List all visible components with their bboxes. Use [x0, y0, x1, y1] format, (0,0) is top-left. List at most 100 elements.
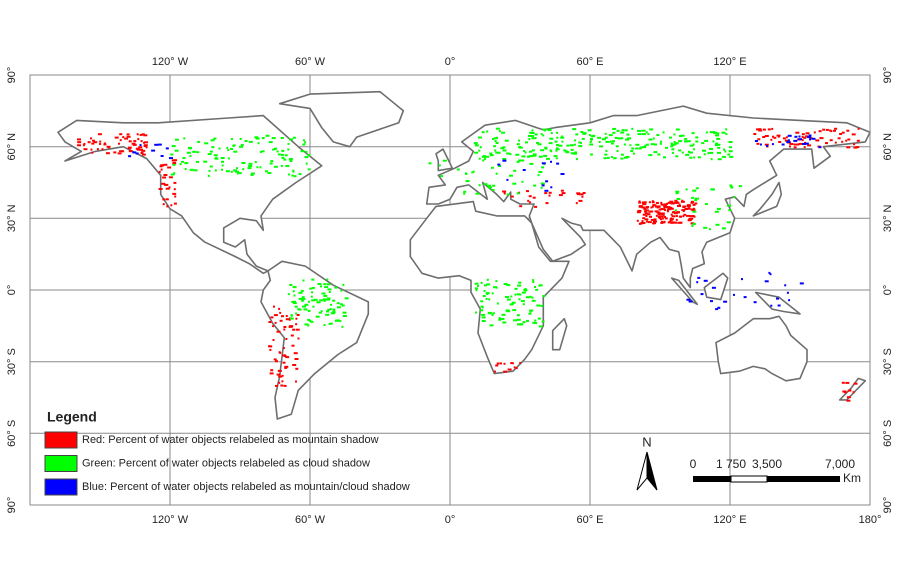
pixel	[494, 140, 497, 142]
pixel	[311, 286, 315, 289]
pixel	[326, 283, 331, 286]
pixel	[119, 139, 122, 142]
pixel	[324, 286, 329, 289]
pixel	[799, 282, 804, 285]
pixel	[173, 188, 176, 191]
pixel	[213, 154, 218, 157]
pixel	[138, 146, 143, 149]
pixel	[642, 206, 646, 209]
pixel	[472, 170, 475, 173]
pixel	[544, 146, 548, 149]
pixel	[716, 137, 721, 140]
pixel	[616, 129, 620, 132]
pixel	[675, 192, 679, 195]
pixel	[259, 166, 262, 169]
pixel	[293, 300, 296, 303]
pixel	[307, 318, 311, 321]
pixel	[238, 172, 242, 175]
pixel	[658, 217, 661, 220]
pixel	[305, 162, 308, 165]
pixel	[503, 192, 506, 195]
pixel	[841, 131, 845, 134]
pixel	[671, 151, 674, 154]
pixel	[652, 137, 655, 140]
pixel	[128, 140, 132, 143]
pixel	[708, 228, 711, 231]
pixel	[498, 165, 501, 167]
pixel	[301, 296, 305, 299]
pixel	[646, 220, 648, 223]
pixel	[275, 384, 278, 387]
pixel	[493, 286, 497, 289]
pixel	[512, 182, 517, 185]
pixel	[624, 129, 628, 132]
pixel	[97, 133, 102, 136]
pixel	[675, 221, 678, 224]
pixel	[537, 174, 540, 177]
pixel	[127, 146, 132, 149]
pixel	[661, 217, 664, 220]
pixel	[239, 145, 244, 148]
pixel	[614, 136, 618, 139]
pixel	[276, 150, 279, 153]
pixel	[578, 141, 581, 144]
pixel	[542, 295, 546, 297]
pixel	[541, 166, 545, 169]
pixel	[285, 338, 288, 340]
landmass	[754, 291, 801, 315]
pixel	[786, 291, 789, 294]
pixel	[122, 136, 125, 139]
pixel	[157, 143, 162, 146]
pixel	[521, 155, 526, 158]
landmass	[260, 260, 370, 420]
pixel	[528, 312, 532, 315]
pixel	[714, 144, 718, 147]
pixel	[230, 170, 233, 173]
pixel	[833, 129, 836, 132]
pixel	[650, 143, 655, 146]
pixel	[486, 283, 491, 286]
pixel	[641, 129, 646, 132]
pixel	[221, 168, 223, 171]
pixel	[516, 293, 520, 296]
pixel	[793, 146, 797, 149]
pixel	[724, 150, 727, 153]
pixel	[221, 160, 224, 163]
pixel	[522, 303, 525, 306]
pixel	[290, 325, 293, 328]
pixel	[218, 147, 221, 150]
pixel	[209, 150, 213, 153]
pixel	[515, 153, 520, 156]
pixel	[789, 145, 791, 148]
pixel	[540, 182, 545, 185]
pixel	[474, 282, 479, 285]
pixel	[758, 128, 762, 131]
pixel	[247, 167, 252, 170]
pixel	[87, 141, 91, 144]
pixel	[295, 328, 300, 331]
pixel	[575, 133, 579, 136]
scale-label: 0	[690, 457, 697, 471]
pixel	[794, 135, 798, 138]
pixel	[717, 146, 721, 149]
pixel	[819, 137, 824, 140]
pixel	[283, 158, 287, 161]
pixel	[137, 138, 140, 141]
pixel	[103, 143, 107, 146]
pixel	[822, 128, 826, 131]
pixel	[160, 168, 163, 171]
pixel	[506, 178, 509, 181]
pixel	[545, 202, 549, 205]
pixel	[787, 139, 790, 142]
pixel	[663, 156, 666, 159]
pixel	[139, 144, 142, 147]
pixel	[631, 147, 635, 150]
pixel	[710, 300, 713, 303]
pixel	[546, 157, 550, 160]
pixel	[256, 166, 259, 169]
pixel	[645, 143, 649, 146]
pixel	[528, 155, 533, 158]
pixel	[273, 358, 277, 361]
pixel	[515, 367, 518, 370]
pixel	[671, 211, 675, 214]
